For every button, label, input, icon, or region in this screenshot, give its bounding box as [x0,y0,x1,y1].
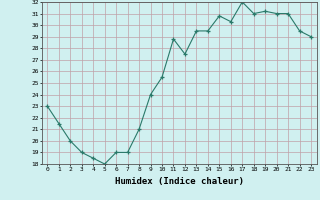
X-axis label: Humidex (Indice chaleur): Humidex (Indice chaleur) [115,177,244,186]
